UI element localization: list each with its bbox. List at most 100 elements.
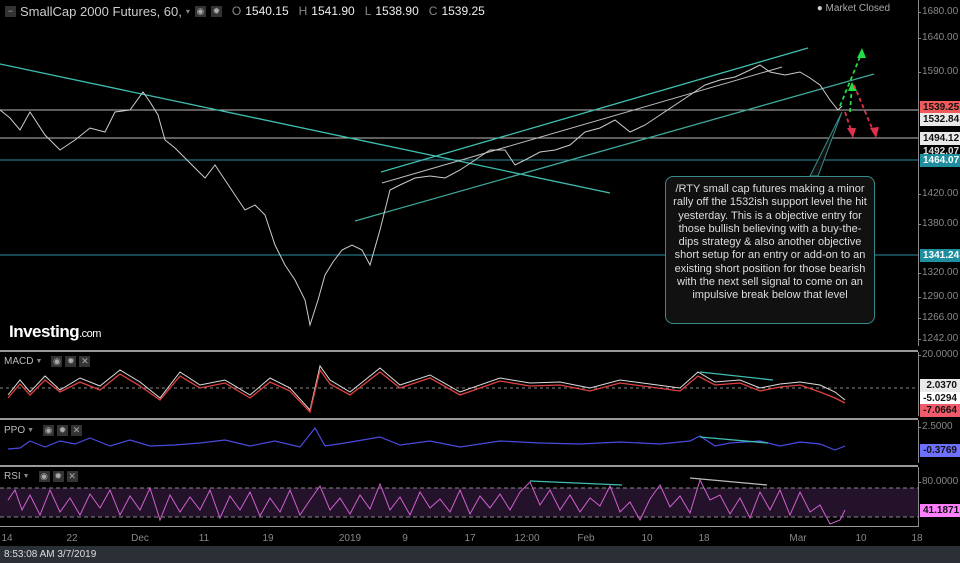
ppo-axis-line bbox=[918, 420, 919, 463]
ppo-divergence-line bbox=[699, 436, 769, 444]
collapse-icon[interactable]: − bbox=[5, 5, 16, 17]
gear-icon[interactable]: ✹ bbox=[210, 5, 222, 17]
close-label: C bbox=[428, 4, 438, 18]
x-tick: 18 bbox=[911, 533, 923, 544]
ppo-label-group: PPO ▼ ◉ ✹ ✕ bbox=[4, 425, 83, 436]
chevron-down-icon[interactable]: ▼ bbox=[22, 473, 30, 480]
x-tick: 17 bbox=[464, 533, 476, 544]
level-badge: 1341.24 bbox=[920, 249, 960, 262]
open-value: 1540.15 bbox=[245, 4, 289, 18]
x-tick: 9 bbox=[402, 533, 408, 544]
callout-pointer bbox=[809, 111, 843, 177]
bull-arrow bbox=[839, 51, 863, 107]
macd-label[interactable]: MACD bbox=[4, 356, 34, 367]
chevron-down-icon[interactable]: ▼ bbox=[27, 427, 35, 434]
macd-line bbox=[7, 364, 846, 412]
x-tick: 12:00 bbox=[514, 533, 540, 544]
market-status-text: Market Closed bbox=[825, 3, 890, 14]
x-tick: Mar bbox=[789, 533, 807, 544]
annotation-callout[interactable]: /RTY small cap futures making a minor ra… bbox=[665, 176, 875, 324]
x-tick: Dec bbox=[131, 533, 149, 544]
close-icon[interactable]: ✕ bbox=[71, 425, 83, 436]
price-line bbox=[0, 64, 843, 327]
logo-main: Investing bbox=[9, 322, 80, 341]
price-tick: 1320.00 bbox=[917, 267, 959, 278]
ppo-label[interactable]: PPO bbox=[4, 425, 26, 436]
eye-icon[interactable]: ◉ bbox=[194, 5, 206, 17]
pane-separator-rsi[interactable] bbox=[0, 465, 918, 467]
close-icon[interactable]: ✕ bbox=[66, 471, 78, 482]
gear-icon[interactable]: ✹ bbox=[52, 471, 64, 482]
logo-suffix: .com bbox=[79, 328, 101, 340]
macd-tick: 20.0000 bbox=[917, 349, 959, 360]
price-tick: 1680.00 bbox=[917, 6, 959, 17]
channel-mid bbox=[381, 66, 783, 184]
x-tick: 11 bbox=[198, 533, 210, 544]
macd-value-badge: 2.0370 bbox=[920, 379, 960, 392]
close-value: 1539.25 bbox=[441, 4, 485, 18]
status-dot-icon: ● bbox=[816, 3, 826, 14]
rsi-value-badge: 41.1871 bbox=[920, 504, 960, 517]
x-tick: 18 bbox=[698, 533, 710, 544]
signal-line bbox=[7, 368, 846, 414]
x-axis-line bbox=[0, 526, 918, 527]
rsi-label[interactable]: RSI bbox=[4, 471, 21, 482]
eye-icon[interactable]: ◉ bbox=[38, 471, 50, 482]
macd-axis-line bbox=[918, 352, 919, 416]
bear-arrow-1 bbox=[853, 84, 875, 134]
close-icon[interactable]: ✕ bbox=[79, 356, 91, 367]
rsi-line bbox=[7, 478, 846, 525]
rsi-divergence-line-1 bbox=[529, 480, 623, 486]
pane-separator-ppo[interactable] bbox=[0, 418, 918, 420]
ppo-line bbox=[7, 426, 846, 451]
price-tick: 1420.00 bbox=[917, 188, 959, 199]
level-badge: 1532.84 bbox=[920, 113, 960, 126]
eye-icon[interactable]: ◉ bbox=[51, 356, 63, 367]
level-badge: 1494.12 bbox=[920, 132, 960, 145]
market-status: ● Market Closed bbox=[817, 3, 890, 14]
gear-icon[interactable]: ✹ bbox=[57, 425, 69, 436]
rsi-divergence-line-2 bbox=[689, 477, 768, 486]
rsi-axis-line bbox=[918, 467, 919, 527]
x-tick: 19 bbox=[262, 533, 274, 544]
descending-trendline bbox=[0, 63, 611, 194]
pane-separator-macd[interactable] bbox=[0, 350, 918, 352]
bear-arrow-2 bbox=[844, 111, 853, 134]
eye-icon[interactable]: ◉ bbox=[43, 425, 55, 436]
x-tick: 2019 bbox=[338, 533, 362, 544]
rsi-tick: 80.0000 bbox=[917, 476, 959, 487]
price-tick: 1242.00 bbox=[917, 333, 959, 344]
bear-arrow-2-head bbox=[847, 128, 856, 138]
bear-arrow-1-head bbox=[870, 127, 879, 138]
price-axis-line bbox=[918, 0, 919, 346]
x-tick: Feb bbox=[577, 533, 595, 544]
high-value: 1541.90 bbox=[311, 4, 355, 18]
hist-value-badge: -7.0664 bbox=[920, 404, 960, 417]
footer-bar: 8:53:08 AM 3/7/2019 bbox=[0, 546, 960, 563]
x-tick: 10 bbox=[641, 533, 653, 544]
low-label: L bbox=[364, 4, 372, 18]
last-price-badge: 1539.25 bbox=[920, 101, 960, 114]
signal-value-badge: -5.0294 bbox=[920, 392, 960, 405]
price-tick: 1290.00 bbox=[917, 291, 959, 302]
chevron-down-icon[interactable]: ▾ bbox=[185, 6, 190, 16]
price-tick: 1590.00 bbox=[917, 66, 959, 77]
ppo-value-badge: -0.3769 bbox=[920, 444, 960, 457]
price-tick: 1266.00 bbox=[917, 312, 959, 323]
gear-icon[interactable]: ✹ bbox=[65, 356, 77, 367]
level-badge: 1464.07 bbox=[920, 154, 960, 167]
price-tick: 1640.00 bbox=[917, 32, 959, 43]
low-value: 1538.90 bbox=[375, 4, 419, 18]
open-label: O bbox=[231, 4, 242, 18]
symbol-title[interactable]: SmallCap 2000 Futures, 60, bbox=[20, 3, 182, 19]
x-tick: 10 bbox=[855, 533, 867, 544]
ppo-tick: 2.5000 bbox=[918, 421, 953, 432]
price-tick: 1380.00 bbox=[917, 218, 959, 229]
investing-logo: Investing.com bbox=[9, 322, 101, 342]
timestamp: 8:53:08 AM 3/7/2019 bbox=[4, 549, 97, 560]
x-tick: 14 bbox=[1, 533, 13, 544]
rsi-label-group: RSI ▼ ◉ ✹ ✕ bbox=[4, 471, 78, 482]
chevron-down-icon[interactable]: ▼ bbox=[35, 358, 43, 365]
high-label: H bbox=[298, 4, 308, 18]
